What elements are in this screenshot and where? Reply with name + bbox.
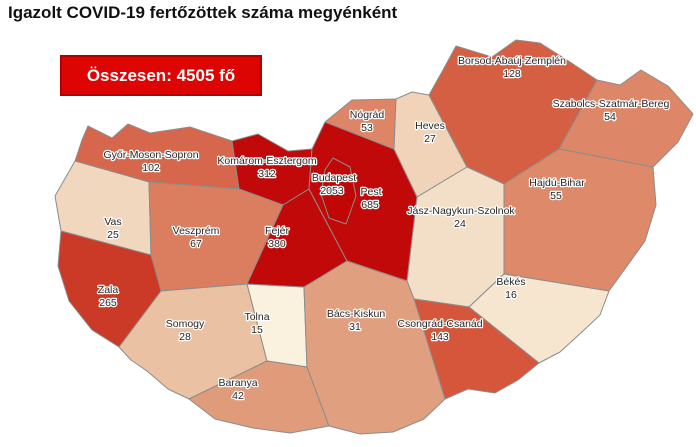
county-value-pest: 685 bbox=[361, 199, 379, 211]
county-value-fejer: 380 bbox=[268, 238, 286, 250]
county-label-baranya: Baranya bbox=[218, 377, 257, 389]
county-label-jasz: Jász-Nagykun-Szolnok bbox=[407, 205, 515, 217]
county-value-nograd: 53 bbox=[361, 122, 373, 134]
county-value-komarom: 312 bbox=[258, 168, 276, 180]
county-label-borsod: Borsod-Abaúj-Zemplén bbox=[458, 55, 566, 67]
county-label-hajdu: Hajdú-Bihar bbox=[529, 177, 585, 189]
county-zala bbox=[57, 230, 162, 348]
county-label-zala: Zala bbox=[98, 284, 119, 296]
county-label-csongrad: Csongrád-Csanád bbox=[397, 318, 482, 330]
county-value-szabolcs: 54 bbox=[604, 111, 616, 123]
county-value-bekes: 16 bbox=[505, 289, 517, 301]
county-value-gyms: 102 bbox=[142, 162, 160, 174]
county-label-vas: Vas bbox=[104, 216, 121, 228]
county-label-budapest: Budapest bbox=[312, 172, 356, 184]
county-value-somogy: 28 bbox=[179, 331, 191, 343]
county-value-baranya: 42 bbox=[232, 390, 244, 402]
county-value-heves: 27 bbox=[424, 133, 436, 145]
total-badge-label: Összesen: 4505 fő bbox=[86, 65, 236, 85]
county-value-budapest: 2053 bbox=[320, 185, 344, 197]
county-label-nograd: Nógrád bbox=[350, 109, 385, 121]
county-value-jasz: 24 bbox=[454, 218, 466, 230]
county-budapest bbox=[320, 157, 357, 225]
county-value-veszprem: 67 bbox=[190, 238, 202, 250]
county-value-borsod: 128 bbox=[503, 68, 521, 80]
county-label-szabolcs: Szabolcs-Szatmár-Bereg bbox=[553, 98, 670, 110]
page-title: Igazolt COVID-19 fertőzöttek száma megyé… bbox=[8, 3, 398, 22]
county-label-tolna: Tolna bbox=[244, 311, 269, 323]
county-csongrad bbox=[413, 298, 540, 400]
county-label-bacs: Bács-Kiskun bbox=[327, 308, 386, 320]
county-bacs bbox=[303, 260, 446, 435]
county-value-tolna: 15 bbox=[251, 324, 263, 336]
county-label-somogy: Somogy bbox=[166, 318, 205, 330]
county-label-heves: Heves bbox=[415, 120, 445, 132]
county-value-vas: 25 bbox=[107, 229, 119, 241]
county-hajdu bbox=[503, 148, 657, 292]
county-value-zala: 265 bbox=[99, 297, 117, 309]
total-badge: Összesen: 4505 fő bbox=[60, 55, 262, 96]
county-label-veszprem: Veszprém bbox=[173, 225, 220, 237]
county-value-bacs: 31 bbox=[349, 321, 361, 333]
county-value-hajdu: 55 bbox=[550, 190, 562, 202]
county-value-csongrad: 143 bbox=[431, 331, 449, 343]
county-label-fejer: Fejér bbox=[265, 225, 289, 237]
county-label-gyms: Győr-Moson-Sopron bbox=[103, 149, 198, 161]
county-label-pest: Pest bbox=[360, 186, 381, 198]
county-label-bekes: Békés bbox=[496, 276, 525, 288]
county-label-komarom: Komárom-Esztergom bbox=[217, 155, 316, 167]
